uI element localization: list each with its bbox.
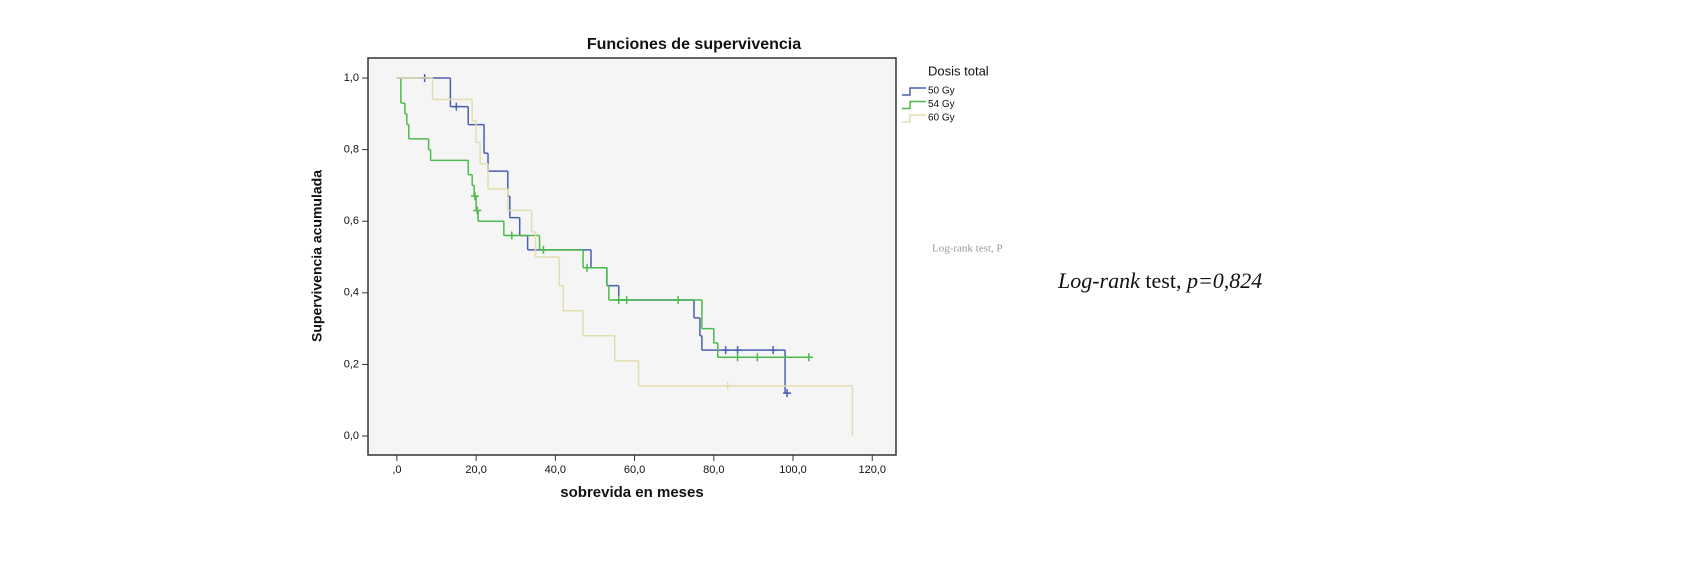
censor-mark [783, 389, 792, 398]
legend-label: 54 Gy [928, 99, 955, 110]
censor-mark [452, 102, 461, 111]
x-tick-label: 100,0 [779, 464, 807, 476]
test-note: Log-rank test, p=0,824 [1057, 268, 1262, 293]
censor-mark [583, 263, 592, 272]
x-tick-label: 80,0 [703, 464, 724, 476]
legend-symbol [902, 114, 926, 123]
legend-symbol [902, 87, 926, 96]
y-tick-label: 0,8 [344, 144, 359, 156]
note-part: test, [1140, 268, 1187, 293]
censor-mark [753, 353, 762, 362]
y-tick-label: 1,0 [344, 72, 359, 84]
censor-mark [769, 346, 778, 355]
y-tick-label: 0,0 [344, 430, 359, 442]
censor-mark [733, 346, 742, 355]
y-tick-label: 0,6 [344, 215, 359, 227]
x-tick-label: 60,0 [624, 464, 645, 476]
censor-mark [614, 295, 623, 304]
censor-mark [622, 295, 631, 304]
legend-symbol [902, 100, 926, 110]
censor-mark [733, 353, 742, 362]
x-tick-label: 40,0 [545, 464, 566, 476]
y-axis-label: Supervivencia acumulada [309, 170, 325, 342]
censor-mark [507, 231, 516, 240]
censor-mark [804, 353, 813, 362]
legend-label: 50 Gy [928, 86, 955, 97]
y-tick-label: 0,2 [344, 358, 359, 370]
censor-mark [539, 245, 548, 254]
y-tick-label: 0,4 [344, 287, 359, 299]
censor-mark [470, 192, 479, 201]
plot-area [367, 57, 897, 456]
chart-title: Funciones de supervivencia [587, 36, 801, 53]
note-part: p=0,824 [1185, 268, 1262, 293]
censor-mark [473, 206, 482, 215]
censor-mark [674, 295, 683, 304]
censor-mark [723, 381, 732, 390]
note-part: Log-rank [1057, 268, 1141, 293]
x-axis-label: sobrevida en meses [560, 484, 703, 501]
censor-mark [721, 346, 730, 355]
x-tick-label: ,0 [392, 464, 401, 476]
legend-title: Dosis total [928, 63, 989, 78]
annotation: Log-rank test, P [932, 243, 1003, 255]
legend-label: 60 Gy [928, 113, 955, 124]
x-tick-label: 20,0 [465, 464, 486, 476]
x-tick-label: 120,0 [858, 464, 886, 476]
